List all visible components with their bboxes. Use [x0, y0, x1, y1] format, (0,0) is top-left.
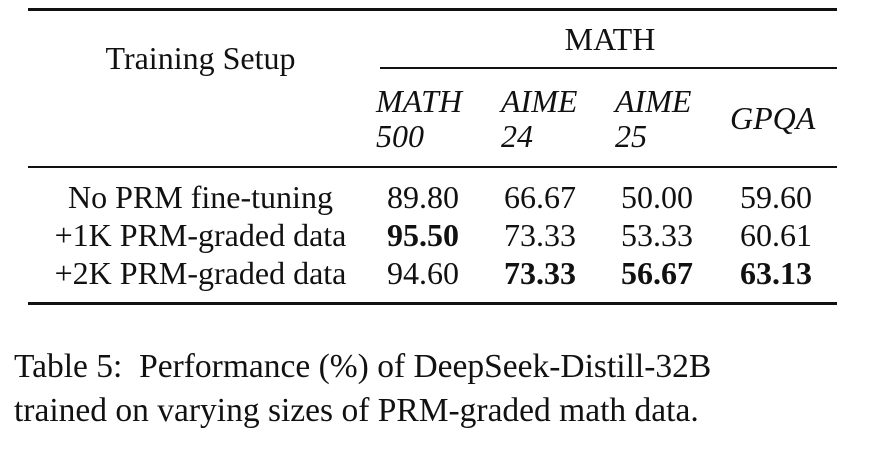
caption-line-1: Table 5: Performance (%) of DeepSeek-Dis…: [14, 348, 712, 385]
row-1-aime25: 50.00: [621, 179, 693, 215]
row-3-aime24: 73.33: [504, 255, 576, 291]
row-3-gpqa: 63.13: [740, 255, 812, 291]
header-training-setup: Training Setup: [105, 40, 296, 76]
header-bottom-rule: [28, 166, 837, 168]
row-1-math500: 89.80: [387, 179, 459, 215]
header-col-math500-line1: MATH: [376, 83, 462, 119]
math-group-rule: [380, 67, 837, 69]
row-1-gpqa: 59.60: [740, 179, 812, 215]
table-caption: Table 5: Performance (%) of DeepSeek-Dis…: [14, 345, 864, 433]
header-col-aime24-line1: AIME: [501, 83, 578, 119]
row-3-aime25: 56.67: [621, 255, 693, 291]
header-col-aime24-line2: 24: [501, 118, 533, 154]
header-col-aime25-line2: 25: [615, 118, 647, 154]
row-2-aime24: 73.33: [504, 217, 576, 253]
row-1-aime24: 66.67: [504, 179, 576, 215]
row-1-setup: No PRM fine-tuning: [68, 179, 333, 215]
row-2-gpqa: 60.61: [740, 217, 812, 253]
table-bottom-rule: [28, 302, 837, 305]
row-2-math500: 95.50: [387, 217, 459, 253]
header-col-gpqa: GPQA: [730, 100, 816, 136]
table-top-rule: [28, 8, 837, 11]
row-2-setup: +1K PRM-graded data: [54, 217, 347, 253]
header-col-aime25-line1: AIME: [615, 83, 692, 119]
row-3-setup: +2K PRM-graded data: [54, 255, 347, 291]
header-math-group: MATH: [564, 21, 656, 57]
caption-line-2: trained on varying sizes of PRM-graded m…: [14, 392, 699, 429]
row-2-aime25: 53.33: [621, 217, 693, 253]
row-3-math500: 94.60: [387, 255, 459, 291]
header-col-math500-line2: 500: [376, 118, 424, 154]
